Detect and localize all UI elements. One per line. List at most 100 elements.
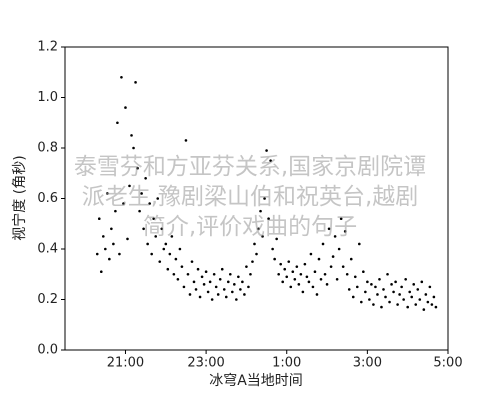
point [259, 209, 262, 213]
point [319, 278, 323, 281]
point [188, 293, 192, 296]
point [428, 285, 432, 289]
point [186, 272, 190, 276]
point [364, 290, 367, 294]
point [142, 227, 145, 231]
point [200, 275, 204, 279]
point [120, 76, 123, 79]
point [130, 134, 133, 137]
point [301, 290, 305, 294]
point [368, 298, 371, 301]
point [214, 285, 218, 289]
point [243, 293, 246, 296]
point [146, 242, 149, 246]
point [402, 298, 405, 301]
point [432, 295, 436, 299]
point [309, 252, 313, 256]
point [196, 267, 200, 271]
point [285, 275, 289, 279]
point [414, 303, 418, 306]
point [400, 285, 403, 289]
point [305, 275, 309, 279]
point [241, 280, 244, 284]
point [124, 106, 127, 109]
point [222, 288, 226, 291]
point [273, 257, 276, 261]
point [404, 278, 407, 281]
point [281, 280, 285, 284]
point [168, 252, 172, 256]
point [394, 280, 397, 284]
point [339, 217, 343, 220]
x-tick-label: 21:00 [107, 356, 144, 371]
point [420, 280, 424, 284]
point [410, 295, 414, 299]
point [370, 283, 373, 286]
point [315, 293, 319, 296]
point [164, 242, 168, 246]
point [263, 197, 266, 200]
point [269, 159, 272, 162]
point [388, 300, 391, 304]
point [341, 265, 345, 268]
point [116, 121, 119, 125]
point [95, 252, 99, 256]
point [337, 247, 341, 251]
point [128, 184, 131, 188]
point [106, 192, 109, 195]
y-tick-label: 0.6 [37, 191, 58, 206]
point [299, 272, 303, 276]
point [430, 303, 434, 306]
point [303, 262, 307, 266]
point [253, 242, 256, 246]
point [349, 257, 353, 261]
y-tick-label: 1.2 [37, 40, 58, 55]
point [118, 252, 121, 256]
point [233, 283, 236, 286]
point [307, 280, 311, 284]
point [355, 285, 359, 289]
point [190, 260, 194, 263]
point [104, 247, 107, 251]
point [156, 197, 160, 200]
point [434, 305, 438, 309]
point [216, 293, 220, 296]
point [136, 166, 139, 170]
point [353, 275, 357, 279]
point [289, 285, 293, 289]
point [358, 242, 361, 246]
point [412, 283, 416, 286]
point [390, 283, 393, 286]
point [351, 295, 355, 299]
point [362, 270, 365, 274]
point [267, 217, 270, 220]
point [382, 288, 385, 291]
point [97, 217, 101, 220]
point [360, 300, 363, 304]
point [174, 257, 178, 261]
point [152, 217, 155, 220]
point [372, 303, 375, 306]
point [228, 272, 232, 276]
point [110, 227, 113, 231]
point [295, 265, 299, 268]
point [224, 295, 228, 299]
point [287, 260, 291, 263]
point [384, 295, 387, 299]
point [235, 298, 238, 301]
point [426, 300, 430, 304]
point [265, 149, 268, 152]
point [247, 285, 250, 289]
point [261, 235, 264, 238]
point [311, 285, 315, 289]
point [99, 270, 103, 274]
point [180, 265, 184, 268]
point [291, 270, 295, 274]
point [321, 242, 325, 246]
point [277, 272, 280, 276]
point [275, 237, 278, 241]
point [297, 283, 301, 286]
point [313, 270, 317, 274]
point [154, 235, 158, 238]
